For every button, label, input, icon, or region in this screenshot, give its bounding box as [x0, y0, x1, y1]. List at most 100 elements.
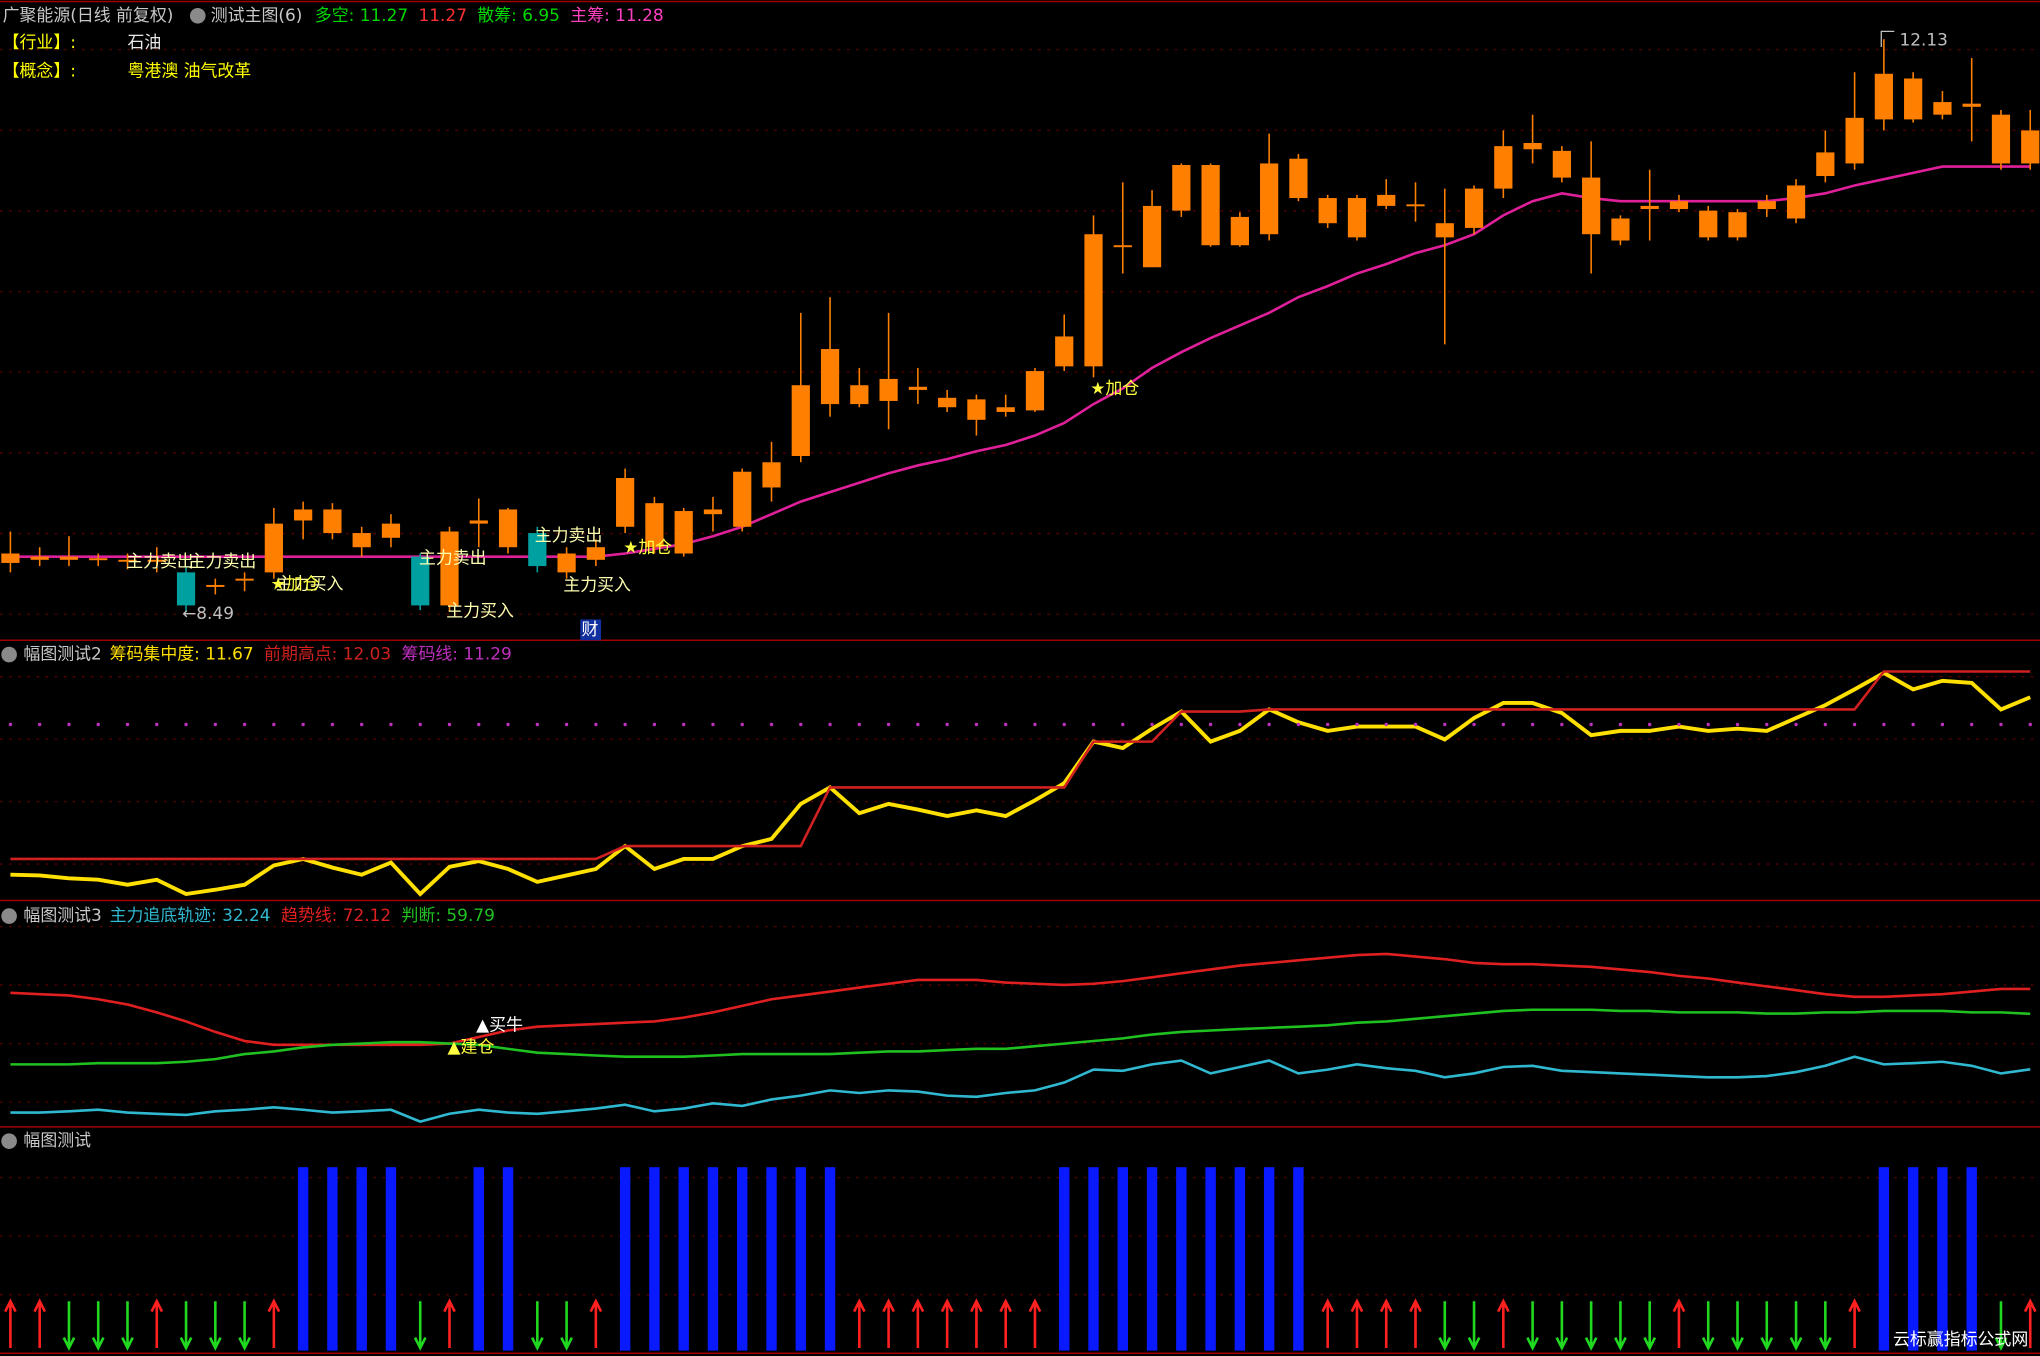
dot-marker — [2028, 722, 2032, 727]
signal-bar — [327, 1167, 338, 1351]
candle-body — [352, 533, 371, 548]
dot-marker — [623, 722, 627, 727]
menu-icon[interactable] — [1, 908, 17, 924]
dot-marker — [1501, 722, 1506, 727]
dot-marker — [447, 722, 452, 727]
dot-marker — [213, 722, 218, 727]
candle-body — [1347, 198, 1367, 238]
dot-marker — [1179, 722, 1184, 727]
indicator-name: 测试主图(6) — [211, 5, 303, 25]
candle-body — [1582, 177, 1601, 235]
down-arrow — [91, 1301, 105, 1351]
menu-icon[interactable] — [1, 646, 17, 663]
dot-marker — [1296, 722, 1301, 727]
candle-body — [1874, 73, 1893, 120]
dot-marker — [1940, 722, 1945, 727]
down-arrow — [1818, 1301, 1832, 1351]
legend-label: 筹码线: 11.29 — [402, 644, 512, 664]
signal-annotation: ▲建仓 — [448, 1036, 495, 1056]
legend-label: 判断: 59.79 — [402, 905, 495, 925]
candle-body — [1523, 142, 1542, 150]
down-arrow — [1614, 1301, 1627, 1351]
dot-marker — [242, 722, 247, 727]
dot-marker — [1882, 722, 1886, 727]
candle-body — [1201, 165, 1220, 246]
legend-label: 前期高点: 12.03 — [264, 644, 391, 664]
signal-bar — [473, 1167, 484, 1351]
dot-marker — [1472, 722, 1476, 727]
down-arrow — [560, 1301, 573, 1351]
signal-annotation: ★加仓 — [271, 573, 320, 593]
signal-bar — [1907, 1167, 1919, 1351]
down-arrow — [1789, 1301, 1803, 1351]
menu-icon[interactable] — [189, 7, 206, 24]
watermark: 云标赢指标公式网 — [1893, 1329, 2028, 1349]
signal-annotation: 主力卖出 — [535, 525, 603, 545]
dot-marker — [1852, 722, 1857, 727]
candle-body — [1435, 223, 1454, 238]
candle-body — [118, 559, 137, 562]
dot-marker — [857, 722, 862, 727]
legend-label: 11.27 — [419, 5, 467, 25]
candle-body — [1377, 194, 1396, 206]
dot-marker — [1560, 722, 1564, 727]
candle-body — [1699, 210, 1718, 238]
dot-marker — [1970, 722, 1974, 727]
dot-marker — [1911, 722, 1915, 727]
candle-body — [1816, 152, 1835, 177]
candle-body — [938, 397, 957, 408]
dot-marker — [1677, 722, 1681, 727]
down-arrow — [1555, 1301, 1569, 1351]
up-arrow — [940, 1298, 954, 1349]
up-arrow — [882, 1298, 895, 1349]
dot-marker — [594, 722, 598, 727]
candle-body — [1084, 234, 1103, 367]
dot-marker — [1823, 722, 1828, 727]
down-arrow — [530, 1301, 544, 1351]
up-arrow — [1496, 1298, 1510, 1349]
dot-marker — [506, 722, 510, 727]
signal-bar — [385, 1167, 397, 1351]
signal-bar — [1146, 1167, 1158, 1351]
indicator-line — [10, 1055, 2031, 1123]
candle-body — [1113, 245, 1132, 248]
signal-annotation: 主力卖出 — [126, 551, 194, 571]
signal-bar — [1263, 1167, 1275, 1351]
info-value: 石油 — [128, 32, 162, 52]
legend-label: 主力追底轨迹: 32.24 — [110, 905, 271, 925]
candle-body — [176, 572, 196, 606]
down-arrow — [413, 1301, 427, 1351]
high-marker — [1880, 30, 1895, 48]
dot-marker — [1033, 722, 1037, 727]
high-label: 12.13 — [1899, 30, 1947, 50]
candle-body — [1933, 102, 1952, 115]
signal-bar — [678, 1167, 689, 1351]
signal-bar — [356, 1167, 367, 1351]
dot-marker — [974, 722, 979, 727]
up-arrow — [150, 1298, 164, 1349]
dot-marker — [769, 722, 774, 727]
dot-marker — [1384, 722, 1388, 727]
candle-body — [1611, 218, 1630, 241]
up-arrow — [443, 1298, 456, 1349]
candle-body — [1142, 205, 1162, 268]
candle-body — [1991, 114, 2011, 164]
candle-body — [1055, 336, 1074, 367]
signal-annotation: ▲买牛 — [476, 1014, 523, 1034]
dot-marker — [1062, 722, 1066, 727]
dot-marker — [564, 722, 569, 727]
candle-body — [1260, 163, 1279, 235]
down-arrow — [179, 1301, 193, 1351]
candle-body — [791, 385, 810, 456]
candle-body — [1845, 117, 1864, 164]
up-arrow — [911, 1298, 925, 1349]
candle-body — [1552, 150, 1571, 178]
signal-bar — [297, 1167, 309, 1351]
signal-annotation: ★加仓 — [1090, 378, 1139, 398]
candle-body — [1025, 371, 1045, 411]
candle-body — [586, 547, 605, 560]
menu-icon[interactable] — [1, 1133, 17, 1149]
candle-body — [59, 556, 79, 560]
legend-label: 多空: 11.27 — [315, 5, 408, 25]
legend-label: 散筹: 6.95 — [477, 5, 560, 25]
